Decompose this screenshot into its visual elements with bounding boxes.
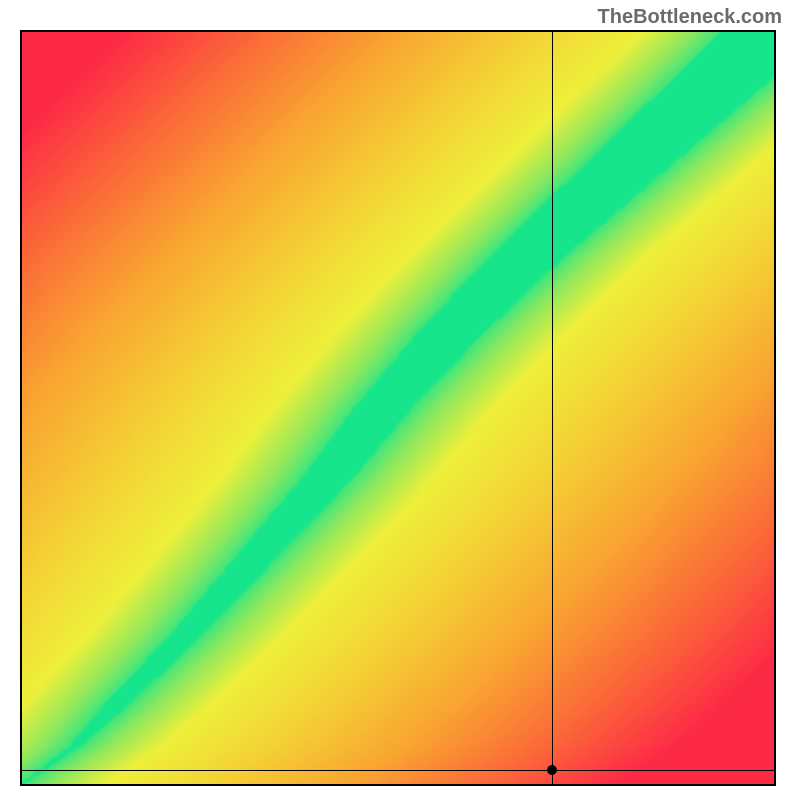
attribution-text: TheBottleneck.com: [598, 6, 782, 29]
crosshair-horizontal-line: [22, 770, 774, 771]
crosshair-marker-dot: [547, 765, 557, 775]
crosshair-vertical-line: [552, 32, 553, 784]
heatmap-frame: [20, 30, 776, 786]
heatmap-canvas: [22, 32, 774, 784]
